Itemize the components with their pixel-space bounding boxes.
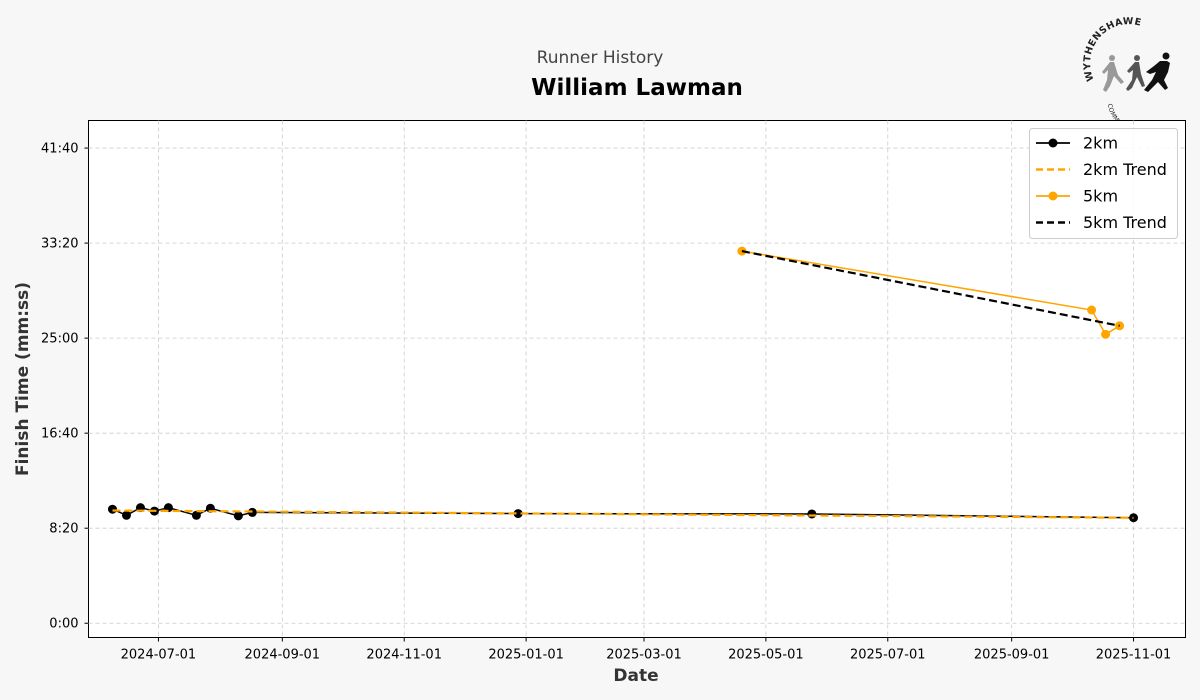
x-tick-label: 2025-09-01 bbox=[974, 648, 1050, 663]
plot-area bbox=[88, 120, 1186, 638]
grid bbox=[88, 120, 1186, 638]
data-point bbox=[233, 511, 243, 521]
x-axis-label: Date bbox=[613, 666, 658, 686]
legend-item: 5km bbox=[1036, 187, 1118, 206]
x-tick-label: 2024-09-01 bbox=[245, 648, 321, 663]
legend-marker bbox=[1048, 138, 1058, 148]
y-axis-label: Finish Time (mm:ss) bbox=[13, 282, 33, 476]
data-point bbox=[191, 510, 201, 520]
y-tick-label: 41:40 bbox=[41, 142, 78, 157]
data-point bbox=[1129, 513, 1139, 523]
legend-item: 2km bbox=[1036, 134, 1118, 153]
y-tick-label: 25:00 bbox=[41, 332, 78, 347]
legend-marker bbox=[1048, 191, 1058, 201]
series-2km-trend bbox=[112, 509, 1134, 519]
club-logo: WYTHENSHAWE COMMUNITY RUN bbox=[1082, 16, 1170, 133]
data-point bbox=[807, 509, 817, 519]
chart-subtitle: Runner History bbox=[537, 48, 664, 68]
series-5km-trend bbox=[741, 250, 1120, 327]
data-point bbox=[513, 509, 523, 519]
data-point bbox=[1087, 305, 1097, 315]
x-tick-label: 2025-01-01 bbox=[488, 648, 564, 663]
chart-title: William Lawman bbox=[531, 75, 743, 101]
legend-label: 2km Trend bbox=[1083, 160, 1167, 179]
runner-silhouette-icon bbox=[1144, 52, 1170, 92]
legend-label: 5km bbox=[1083, 187, 1118, 206]
y-tick-label: 33:20 bbox=[41, 237, 78, 252]
legend-item: 2km Trend bbox=[1036, 160, 1167, 179]
series-layer bbox=[107, 246, 1139, 523]
x-tick-label: 2025-03-01 bbox=[606, 648, 682, 663]
legend-item: 5km Trend bbox=[1036, 213, 1167, 232]
x-tick-label: 2025-05-01 bbox=[728, 648, 804, 663]
data-point bbox=[1101, 329, 1111, 339]
legend-box bbox=[1029, 128, 1178, 239]
data-point bbox=[121, 510, 131, 520]
x-tick-label: 2025-11-01 bbox=[1096, 648, 1172, 663]
legend-label: 5km Trend bbox=[1083, 213, 1167, 232]
y-tick-label: 0:00 bbox=[49, 617, 78, 632]
x-tick-label: 2025-07-01 bbox=[850, 648, 926, 663]
runner-silhouette-icon bbox=[1102, 55, 1124, 92]
legend: 2km 2km Trend 5km 5km Trend bbox=[1029, 128, 1178, 239]
x-tick-label: 2024-11-01 bbox=[366, 648, 442, 663]
data-point bbox=[107, 504, 117, 514]
axis-ticks: 2024-07-01 2024-09-01 2024-11-01 2025-01-01… bbox=[41, 142, 1171, 663]
x-tick-label: 2024-07-01 bbox=[121, 648, 197, 663]
runner-silhouette-icon bbox=[1126, 55, 1145, 91]
series-line bbox=[741, 250, 1120, 327]
series-line bbox=[112, 509, 1134, 519]
y-tick-label: 8:20 bbox=[49, 522, 78, 537]
legend-label: 2km bbox=[1083, 134, 1118, 153]
y-tick-label: 16:40 bbox=[41, 427, 78, 442]
